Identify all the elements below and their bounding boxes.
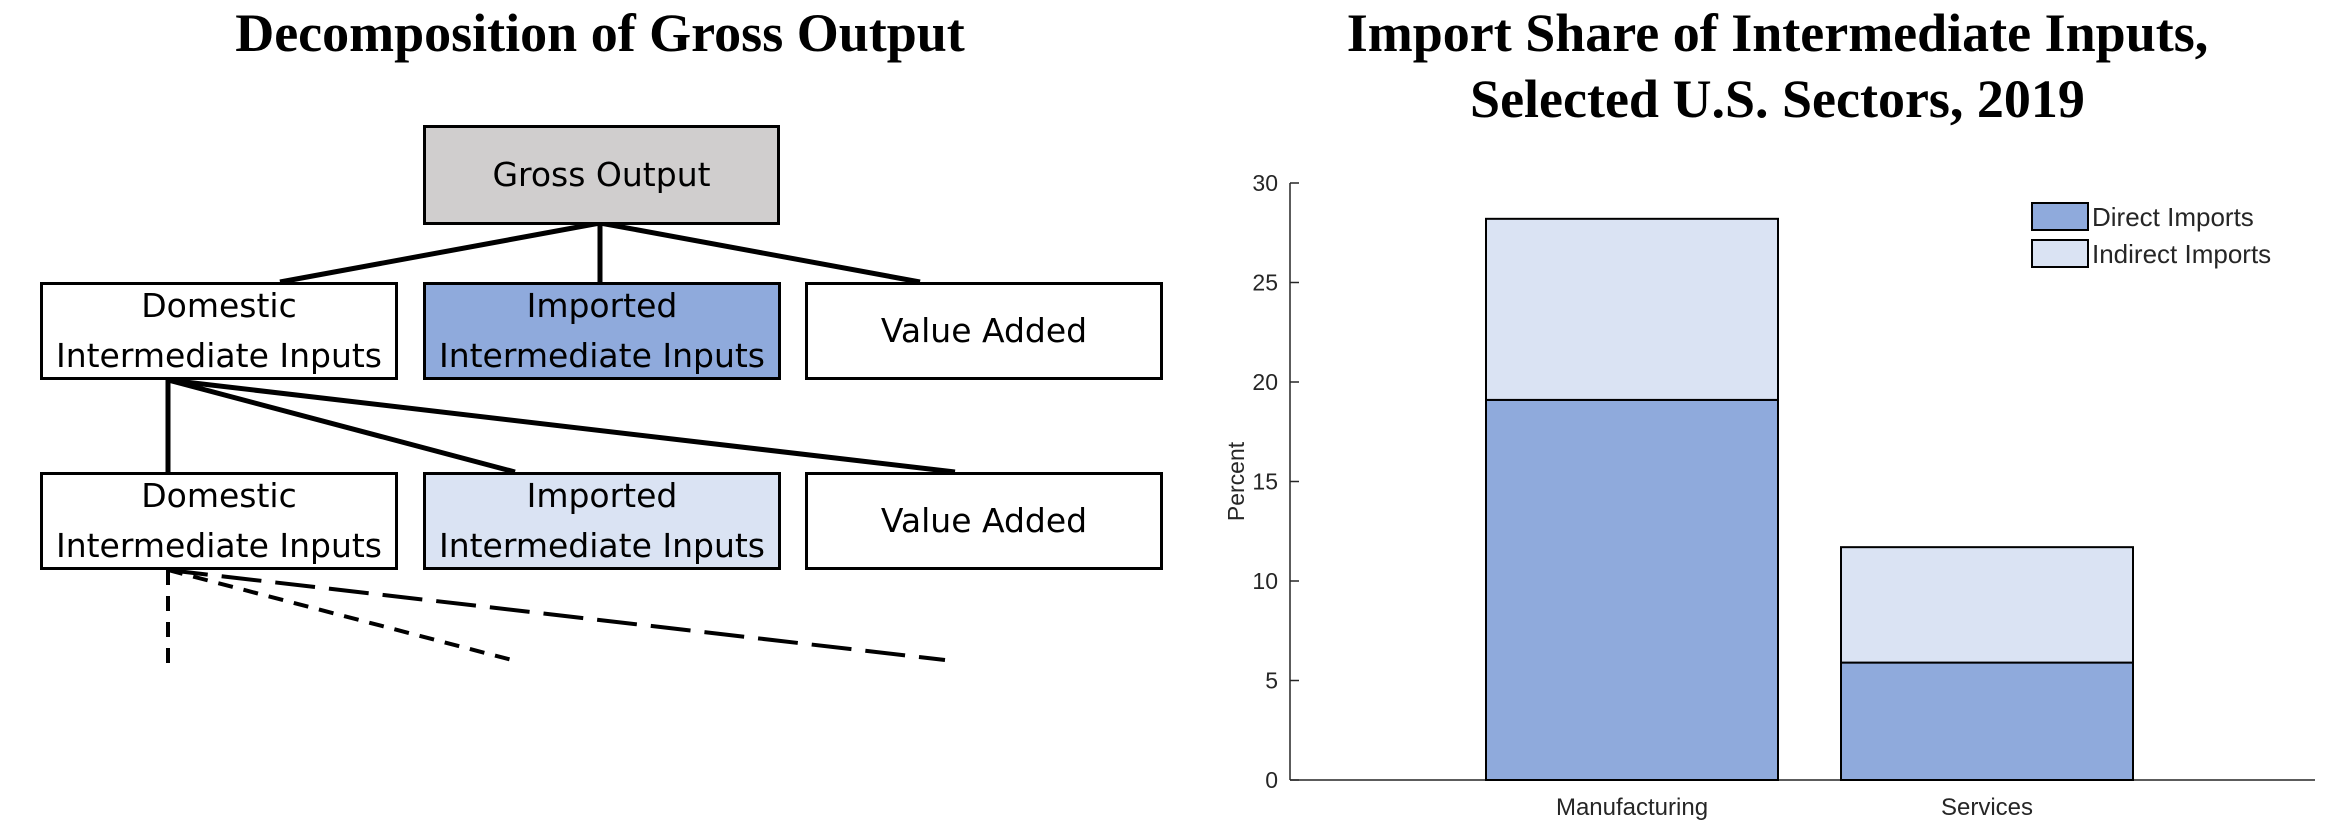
gross-output-box: Gross Output [423,125,780,225]
imported-inputs-box-level2: Imported Intermediate Inputs [423,472,781,570]
diagram-connectors [165,220,956,665]
dashed-connector-middle [167,568,513,662]
domestic-inputs-label: Domestic Intermediate Inputs [55,286,383,375]
connector-root-value-added [599,220,921,285]
value-added-label-level2: Value Added [880,501,1088,540]
diagram-title: Decomposition of Gross Output [235,3,965,63]
imported-inputs-label: Imported Intermediate Inputs [438,286,766,375]
bar-services-indirect-imports [1840,546,2134,664]
legend-label-indirect-imports: Indirect Imports [2092,239,2271,269]
value-added-box-level2: Value Added [805,472,1163,570]
legend-swatch-direct-imports [2031,202,2089,231]
domestic-inputs-label-level2: Domestic Intermediate Inputs [55,476,383,565]
dashed-connector-right [167,568,946,662]
y-tick-label-20: 20 [1252,369,1278,395]
legend-swatch-indirect-imports [2031,239,2089,268]
value-added-box: Value Added [805,282,1163,380]
bar-manufacturing-indirect-imports [1485,217,1779,401]
y-tick-label-15: 15 [1252,469,1278,495]
domestic-inputs-box-level2: Domestic Intermediate Inputs [40,472,398,570]
connector-root-domestic [279,220,601,285]
x-tick-label-manufacturing: Manufacturing [1556,794,1708,821]
y-tick-label-25: 25 [1252,270,1278,296]
domestic-inputs-box: Domestic Intermediate Inputs [40,282,398,380]
chart-title: Import Share of Intermediate Inputs, Sele… [1346,3,2209,129]
legend-label-direct-imports: Direct Imports [2092,202,2254,232]
imported-inputs-box: Imported Intermediate Inputs [423,282,781,380]
connector-domestic-imported [167,377,516,475]
y-tick-label-10: 10 [1252,568,1278,594]
y-tick-label-5: 5 [1265,668,1278,694]
imported-inputs-label-level2: Imported Intermediate Inputs [438,476,766,565]
y-tick-label-0: 0 [1265,767,1278,793]
bar-manufacturing-direct-imports [1485,398,1779,781]
value-added-label: Value Added [880,311,1088,350]
connector-domestic-value-added [167,377,956,475]
gross-output-label: Gross Output [492,155,711,194]
y-axis-label: Percent [1223,441,1249,521]
bar-services-direct-imports [1840,661,2134,782]
y-tick-label-30: 30 [1252,170,1278,196]
x-tick-label-services: Services [1941,794,2033,821]
